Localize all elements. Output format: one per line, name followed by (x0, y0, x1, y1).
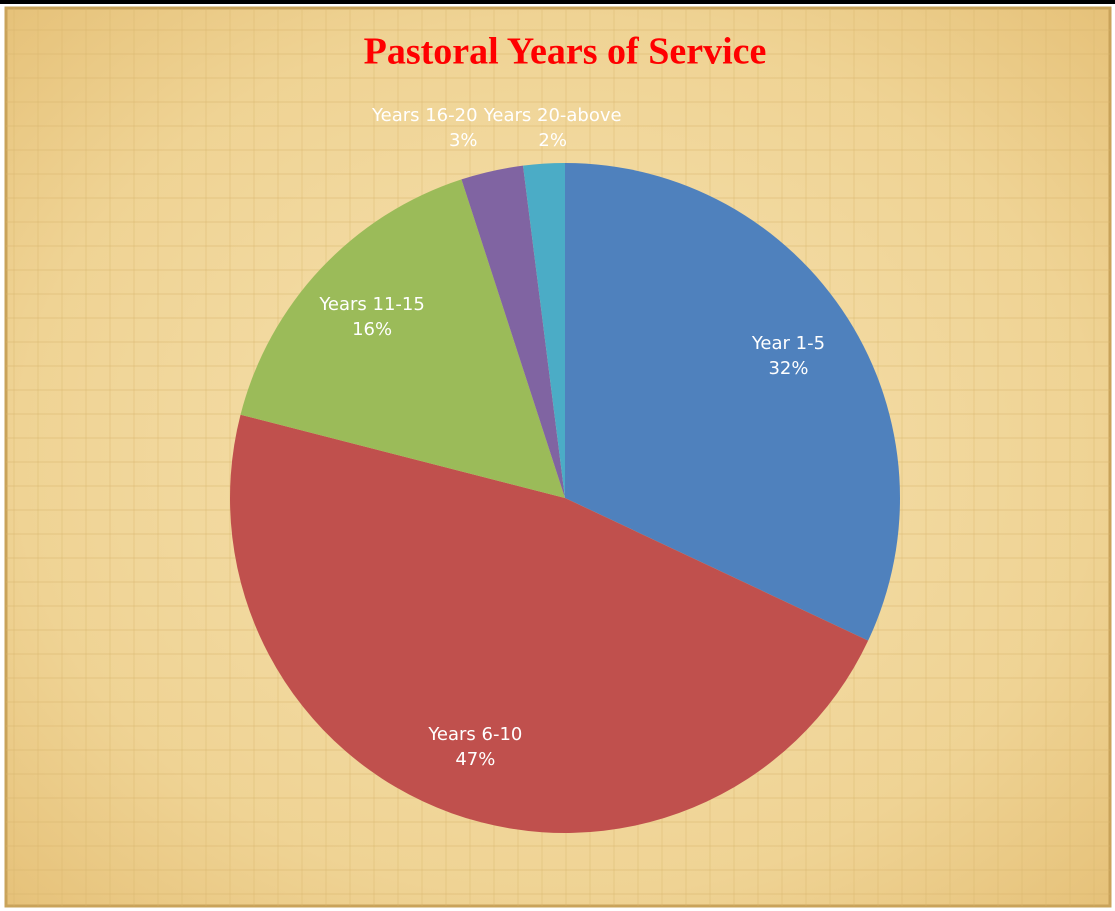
data-label-name: Years 16-20 (371, 105, 478, 126)
data-label-value: 3% (449, 130, 478, 151)
pie-slice (523, 163, 565, 498)
pie-slice (229, 414, 869, 834)
data-label-name: Years 20-above (483, 105, 622, 126)
data-label-value: 32% (768, 358, 808, 379)
data-label-value: 16% (352, 319, 392, 340)
top-border (0, 0, 1115, 4)
pie-slice (565, 163, 900, 641)
data-label-value: 47% (455, 749, 495, 770)
pie-slice (240, 179, 565, 499)
pie-slice (461, 165, 565, 498)
data-label-name: Years 6-10 (427, 724, 522, 745)
data-label-name: Years 11-15 (318, 294, 425, 315)
data-label-value: 2% (538, 130, 567, 151)
data-label-name: Year 1-5 (751, 333, 825, 354)
chart-title: Pastoral Years of Service (364, 31, 767, 73)
